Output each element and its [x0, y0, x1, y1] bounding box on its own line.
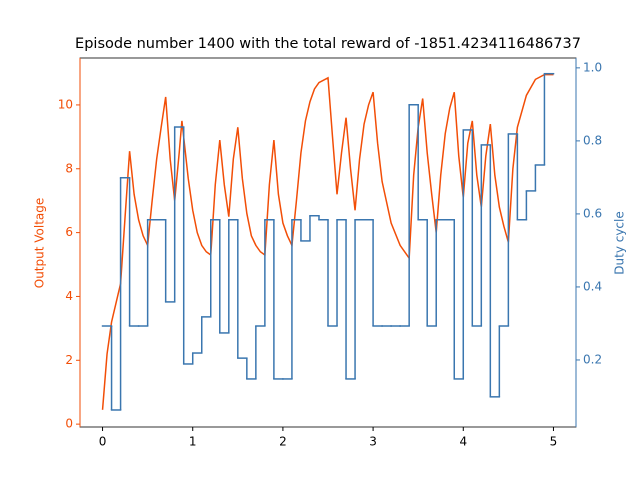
y2-tick-label: 1.0 — [583, 60, 602, 74]
y-tick-label: 10 — [58, 97, 73, 111]
step-end — [552, 72, 555, 75]
x-tick-label: 1 — [189, 435, 197, 449]
line-series — [101, 73, 554, 410]
chart-title: Episode number 1400 with the total rewar… — [75, 36, 581, 52]
x-tick-label: 0 — [99, 435, 107, 449]
y2-tick-label: 0.2 — [583, 352, 602, 366]
y-tick-label: 8 — [65, 161, 73, 175]
y-axis-label: Output Voltage — [33, 198, 47, 289]
y-tick-label: 2 — [65, 353, 73, 367]
x-tick-label: 2 — [279, 435, 287, 449]
x-tick-label: 5 — [550, 435, 558, 449]
y-tick-label: 6 — [65, 225, 73, 239]
y2-tick-label: 0.4 — [583, 279, 602, 293]
y-tick-label: 0 — [65, 417, 73, 431]
y2-tick-label: 0.8 — [583, 133, 602, 147]
x-tick-label: 4 — [459, 435, 467, 449]
y-tick-label: 4 — [65, 289, 73, 303]
x-tick-label: 3 — [369, 435, 377, 449]
y2-axis-label: Duty cycle — [613, 211, 627, 274]
y2-tick-label: 0.6 — [583, 206, 602, 220]
